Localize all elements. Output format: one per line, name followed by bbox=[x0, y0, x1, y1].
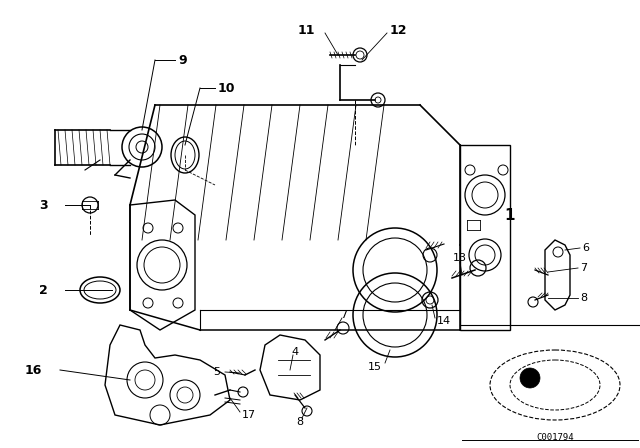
Text: 7: 7 bbox=[580, 263, 587, 273]
Text: C001794: C001794 bbox=[536, 432, 574, 441]
Text: 14: 14 bbox=[437, 316, 451, 326]
Text: 8: 8 bbox=[580, 293, 587, 303]
Text: 1: 1 bbox=[505, 207, 515, 223]
Text: 17: 17 bbox=[242, 410, 256, 420]
Text: 5: 5 bbox=[213, 367, 220, 377]
Text: 3: 3 bbox=[40, 198, 48, 211]
Text: 8: 8 bbox=[296, 417, 303, 427]
Text: 13: 13 bbox=[453, 253, 467, 263]
Text: 12: 12 bbox=[390, 23, 408, 36]
Text: 4: 4 bbox=[291, 347, 299, 357]
Text: 15: 15 bbox=[368, 362, 382, 372]
Text: 7: 7 bbox=[340, 310, 348, 320]
Text: 16: 16 bbox=[24, 363, 42, 376]
Text: 9: 9 bbox=[178, 53, 187, 66]
Text: 6: 6 bbox=[582, 243, 589, 253]
Text: 11: 11 bbox=[298, 23, 315, 36]
Text: 2: 2 bbox=[39, 284, 48, 297]
Text: 10: 10 bbox=[218, 82, 236, 95]
Circle shape bbox=[520, 368, 540, 388]
